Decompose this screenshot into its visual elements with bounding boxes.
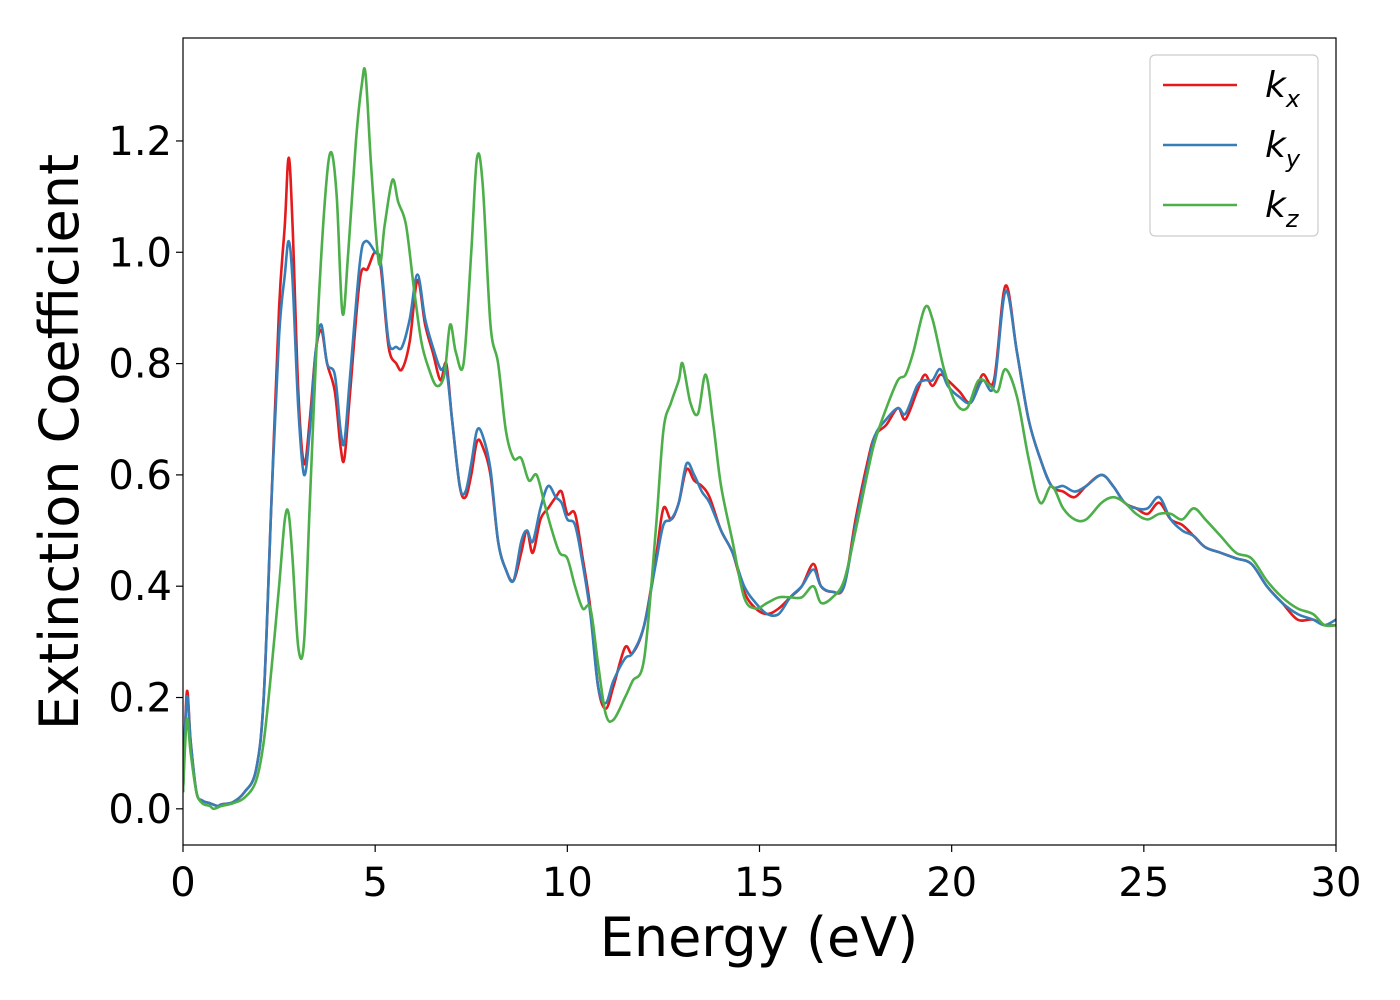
y-tick-label: 1.2	[108, 119, 172, 165]
series-line-k-z	[183, 67, 1336, 811]
x-tick-label: 0	[170, 860, 195, 906]
y-tick-label: 0.6	[108, 453, 172, 499]
x-axis: 0 5 10 15 20 25 30	[170, 845, 1361, 906]
y-axis: 0.0 0.2 0.4 0.6 0.8 1.0 1.2	[108, 119, 183, 833]
series-layer	[183, 67, 1336, 811]
y-tick-label: 0.2	[108, 676, 172, 722]
legend-label-k-z: kz	[1265, 185, 1300, 233]
x-tick-label: 25	[1118, 860, 1169, 906]
legend-label-k-x: kx	[1265, 65, 1301, 113]
y-tick-label: 0.0	[108, 787, 172, 833]
x-tick-label: 15	[734, 860, 785, 906]
y-tick-label: 1.0	[108, 230, 172, 276]
y-axis-title: Extinction Coefficient	[28, 154, 91, 730]
x-tick-label: 20	[926, 860, 977, 906]
y-tick-label: 0.8	[108, 342, 172, 388]
y-tick-label: 0.4	[108, 564, 172, 610]
x-tick-label: 30	[1311, 860, 1362, 906]
legend-label-k-y: ky	[1265, 125, 1301, 173]
x-axis-title: Energy (eV)	[600, 906, 919, 969]
legend: kx ky kz	[1149, 54, 1319, 237]
x-tick-label: 10	[542, 860, 593, 906]
x-tick-label: 5	[362, 860, 387, 906]
